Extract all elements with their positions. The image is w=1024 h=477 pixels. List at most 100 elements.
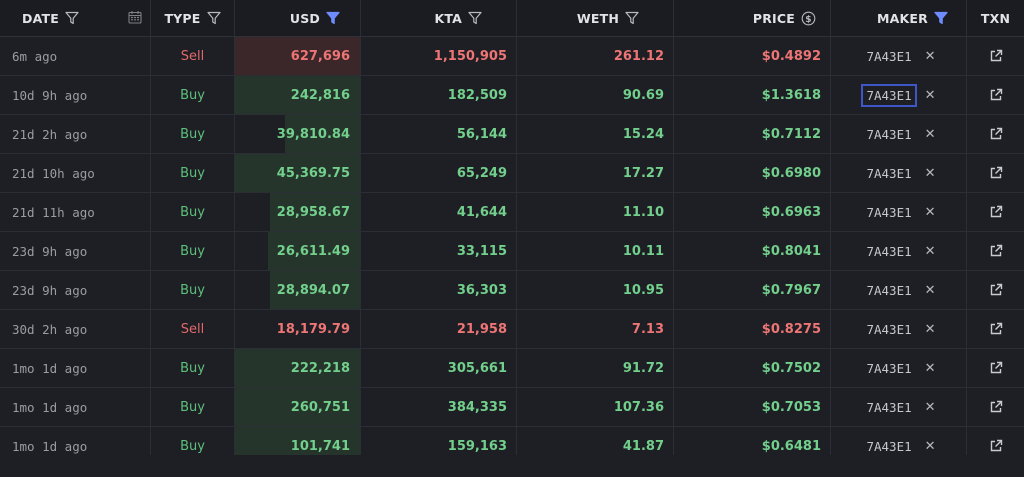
column-header-date[interactable]: DATE	[0, 0, 151, 36]
close-icon[interactable]: ✕	[924, 48, 936, 64]
maker-address[interactable]: 7A43E1	[866, 204, 912, 220]
table-row[interactable]: 1mo 1d ago Buy 260,751 384,335 107.36 $0…	[0, 388, 1024, 427]
table-row[interactable]: 30d 2h ago Sell 18,179.79 21,958 7.13 $0…	[0, 310, 1024, 349]
weth-amount: 15.24	[622, 126, 664, 142]
table-row[interactable]: 6m ago Sell 627,696 1,150,905 261.12 $0.…	[0, 37, 1024, 76]
column-header-maker[interactable]: MAKER	[831, 0, 967, 36]
maker-address[interactable]: 7A43E1	[866, 243, 912, 259]
weth-amount: 107.36	[613, 399, 664, 415]
type-cell: Buy	[151, 388, 235, 426]
weth-cell: 11.10	[517, 193, 674, 231]
maker-address[interactable]: 7A43E1	[866, 48, 912, 64]
external-link-icon[interactable]	[989, 205, 1003, 219]
maker-address[interactable]: 7A43E1	[866, 399, 912, 415]
close-icon[interactable]: ✕	[924, 243, 936, 259]
close-icon[interactable]: ✕	[924, 204, 936, 220]
column-header-price[interactable]: PRICE $	[674, 0, 831, 36]
usd-cell: 28,958.67	[235, 193, 361, 231]
table-row[interactable]: 21d 11h ago Buy 28,958.67 41,644 11.10 $…	[0, 193, 1024, 232]
close-icon[interactable]: ✕	[924, 438, 936, 454]
type-cell: Buy	[151, 154, 235, 192]
kta-cell: 305,661	[361, 349, 517, 387]
weth-cell: 90.69	[517, 76, 674, 114]
trade-price: $0.6963	[761, 204, 821, 220]
dollar-circle-icon[interactable]: $	[801, 11, 816, 26]
trades-table: DATE TYPE USD KTA WET	[0, 0, 1024, 466]
maker-address[interactable]: 7A43E1	[866, 438, 912, 454]
maker-address[interactable]: 7A43E1	[866, 321, 912, 337]
maker-address[interactable]: 7A43E1	[866, 126, 912, 142]
type-cell: Buy	[151, 271, 235, 309]
table-row[interactable]: 10d 9h ago Buy 242,816 182,509 90.69 $1.…	[0, 76, 1024, 115]
type-cell: Sell	[151, 37, 235, 75]
kta-amount: 384,335	[447, 399, 507, 415]
external-link-icon[interactable]	[989, 400, 1003, 414]
date-cell: 23d 9h ago	[0, 271, 151, 309]
close-icon[interactable]: ✕	[924, 321, 936, 337]
weth-amount: 41.87	[622, 438, 664, 454]
table-row[interactable]: 21d 2h ago Buy 39,810.84 56,144 15.24 $0…	[0, 115, 1024, 154]
filter-icon[interactable]	[625, 11, 639, 25]
weth-amount: 11.10	[622, 204, 664, 220]
external-link-icon[interactable]	[989, 283, 1003, 297]
calendar-icon[interactable]	[128, 10, 142, 27]
close-icon[interactable]: ✕	[924, 126, 936, 142]
external-link-icon[interactable]	[989, 439, 1003, 453]
kta-cell: 182,509	[361, 76, 517, 114]
txn-cell	[967, 37, 1024, 75]
table-row[interactable]: 21d 10h ago Buy 45,369.75 65,249 17.27 $…	[0, 154, 1024, 193]
filter-icon[interactable]	[206, 11, 221, 25]
filter-active-icon[interactable]	[326, 11, 340, 25]
maker-address[interactable]: 7A43E1	[866, 165, 912, 181]
txn-cell	[967, 271, 1024, 309]
column-header-weth-label: WETH	[576, 10, 619, 26]
type-cell: Buy	[151, 232, 235, 270]
close-icon[interactable]: ✕	[924, 360, 936, 376]
column-header-kta-label: KTA	[434, 10, 462, 26]
external-link-icon[interactable]	[989, 322, 1003, 336]
trade-price: $0.7053	[761, 399, 821, 415]
weth-amount: 91.72	[622, 360, 664, 376]
column-header-weth[interactable]: WETH	[517, 0, 674, 36]
usd-cell: 18,179.79	[235, 310, 361, 348]
maker-address[interactable]: 7A43E1	[866, 282, 912, 298]
maker-cell: 7A43E1 ✕	[831, 388, 967, 426]
kta-amount: 41,644	[456, 204, 507, 220]
maker-address[interactable]: 7A43E1	[866, 360, 912, 376]
usd-amount: 242,816	[290, 87, 350, 103]
trade-type: Buy	[180, 360, 205, 376]
column-header-price-label: PRICE	[752, 10, 795, 26]
column-header-type[interactable]: TYPE	[151, 0, 235, 36]
external-link-icon[interactable]	[989, 166, 1003, 180]
filter-active-icon[interactable]	[934, 11, 948, 25]
date-cell: 1mo 1d ago	[0, 349, 151, 387]
external-link-icon[interactable]	[989, 361, 1003, 375]
external-link-icon[interactable]	[989, 127, 1003, 141]
table-row[interactable]: 23d 9h ago Buy 28,894.07 36,303 10.95 $0…	[0, 271, 1024, 310]
external-link-icon[interactable]	[989, 49, 1003, 63]
weth-cell: 91.72	[517, 349, 674, 387]
weth-cell: 107.36	[517, 388, 674, 426]
column-header-kta[interactable]: KTA	[361, 0, 517, 36]
close-icon[interactable]: ✕	[924, 87, 936, 103]
table-row[interactable]: 23d 9h ago Buy 26,611.49 33,115 10.11 $0…	[0, 232, 1024, 271]
trade-price: $0.7502	[761, 360, 821, 376]
date-cell: 1mo 1d ago	[0, 427, 151, 465]
usd-amount: 26,611.49	[276, 243, 350, 259]
close-icon[interactable]: ✕	[924, 282, 936, 298]
date-cell: 21d 11h ago	[0, 193, 151, 231]
maker-address[interactable]: 7A43E1	[861, 83, 917, 107]
close-icon[interactable]: ✕	[924, 399, 936, 415]
trade-type: Buy	[180, 126, 205, 142]
filter-icon[interactable]	[468, 11, 482, 25]
weth-cell: 7.13	[517, 310, 674, 348]
usd-amount: 39,810.84	[276, 126, 350, 142]
trade-date: 1mo 1d ago	[12, 399, 88, 415]
close-icon[interactable]: ✕	[924, 165, 936, 181]
external-link-icon[interactable]	[989, 88, 1003, 102]
trade-date: 6m ago	[12, 48, 58, 64]
table-row[interactable]: 1mo 1d ago Buy 222,218 305,661 91.72 $0.…	[0, 349, 1024, 388]
filter-icon[interactable]	[65, 11, 79, 25]
column-header-usd[interactable]: USD	[235, 0, 361, 36]
external-link-icon[interactable]	[989, 244, 1003, 258]
